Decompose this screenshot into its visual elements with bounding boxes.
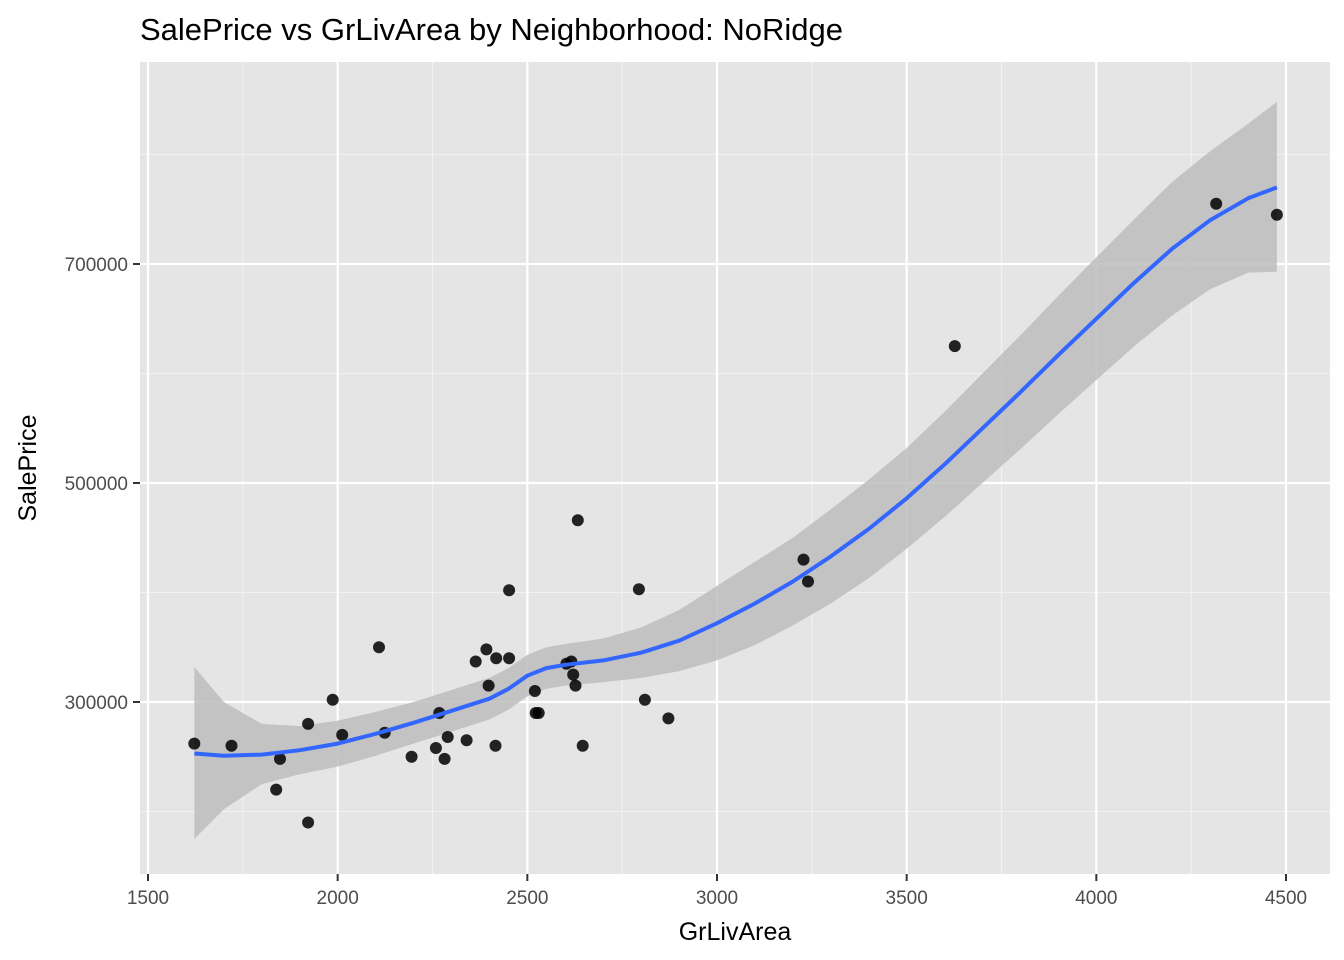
data-point <box>489 739 502 752</box>
confidence-ribbon <box>194 101 1277 839</box>
data-point <box>802 575 814 588</box>
data-point <box>569 679 582 692</box>
x-tick-label: 3500 <box>886 888 928 909</box>
data-point <box>503 652 516 665</box>
data-point <box>225 739 238 752</box>
data-point <box>480 643 493 656</box>
x-tick-label: 2000 <box>317 888 359 909</box>
data-point <box>326 693 339 706</box>
x-axis-ticks: 1500 2000 2500 3000 3500 4000 4500 <box>127 874 1307 909</box>
data-point <box>567 668 580 681</box>
data-point <box>576 739 589 752</box>
smooth-line-layer <box>194 185 1278 758</box>
y-axis-ticks: 300000 500000 700000 <box>65 255 140 714</box>
x-tick-label: 4500 <box>1265 888 1307 909</box>
data-point <box>532 707 545 719</box>
data-point <box>373 641 385 654</box>
data-point <box>1270 208 1283 221</box>
data-point <box>274 752 286 765</box>
data-point <box>490 652 503 665</box>
data-point <box>460 734 473 747</box>
data-point <box>336 728 349 741</box>
data-point <box>632 583 645 596</box>
data-point <box>441 731 454 743</box>
y-tick-label: 700000 <box>65 255 128 276</box>
y-tick-label: 300000 <box>65 693 128 714</box>
data-point <box>302 717 315 730</box>
y-axis-title: SalePrice <box>14 415 42 522</box>
data-point <box>638 693 651 706</box>
data-point <box>797 553 810 566</box>
confidence-ribbon-layer <box>194 101 1277 839</box>
data-points <box>188 197 1283 829</box>
data-point <box>662 712 675 725</box>
x-axis-title: GrLivArea <box>679 918 792 946</box>
smooth-trend-line <box>194 185 1278 758</box>
x-tick-label: 2500 <box>506 888 548 909</box>
data-point <box>571 514 584 527</box>
data-point <box>405 750 418 763</box>
data-point <box>188 737 201 750</box>
data-point <box>302 816 315 829</box>
x-tick-label: 4000 <box>1075 888 1117 909</box>
data-point <box>528 685 541 697</box>
data-point <box>948 340 961 353</box>
data-point <box>1210 197 1223 210</box>
x-tick-label: 1500 <box>127 888 169 909</box>
data-point <box>503 584 516 597</box>
y-tick-label: 500000 <box>65 474 128 495</box>
x-tick-label: 3000 <box>696 888 738 909</box>
data-point <box>438 752 451 765</box>
data-point <box>270 783 283 796</box>
data-point <box>469 655 482 668</box>
data-point <box>482 679 495 692</box>
data-point <box>429 742 442 754</box>
chart-title: SalePrice vs GrLivArea by Neighborhood: … <box>140 12 843 47</box>
